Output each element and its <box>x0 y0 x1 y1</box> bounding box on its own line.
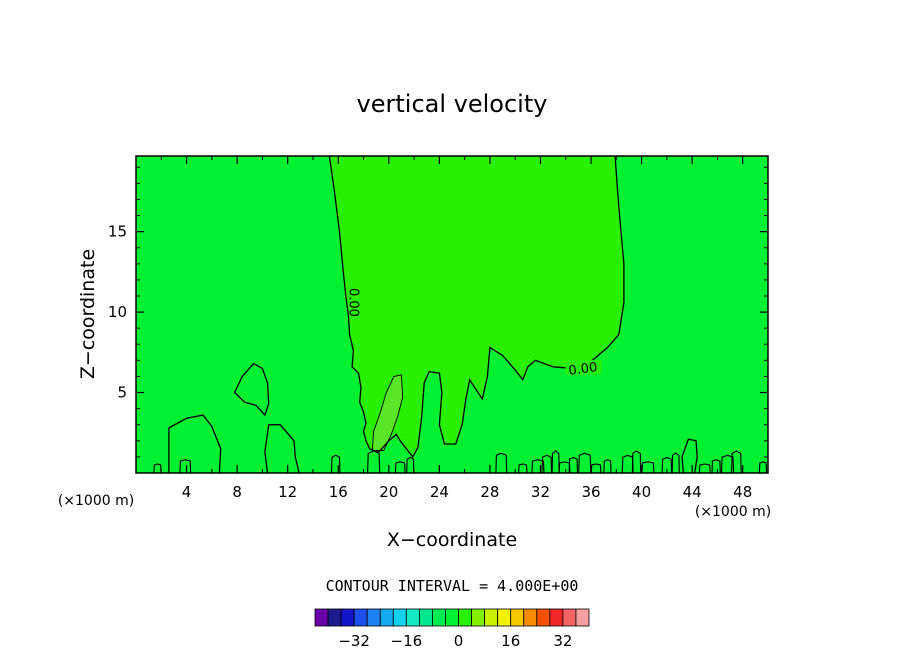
contour-line-0 <box>328 155 625 459</box>
colorbar-swatch <box>353 608 368 627</box>
surface-contour-loop <box>495 452 508 474</box>
x-tick-label: 40 <box>632 483 651 501</box>
surface-contour-loop <box>731 450 742 474</box>
surface-contour-loop <box>153 463 162 474</box>
updraft-core-fill <box>372 374 403 451</box>
surface-contour-loop <box>551 450 560 474</box>
x-tick-label: 20 <box>379 483 398 501</box>
x-tick-label: 44 <box>683 483 702 501</box>
surface-contour-loop <box>367 450 381 474</box>
colorbar-tick-label: −32 <box>338 632 370 650</box>
positive-region-fill <box>329 156 624 457</box>
x-axis-label: X−coordinate <box>387 529 517 551</box>
contour-label-backdrop <box>565 360 602 375</box>
colorbar-swatch <box>379 608 394 627</box>
contour-label: 0.00 <box>345 288 360 317</box>
surface-contour-loop <box>330 454 341 474</box>
surface-contour-loop <box>541 454 553 474</box>
colorbar-swatch <box>314 608 329 627</box>
colorbar-swatch <box>327 608 342 627</box>
colorbar-swatch <box>458 608 472 627</box>
contour-label: 0.00 <box>568 360 599 379</box>
colorbar-swatch <box>445 608 459 627</box>
colorbar-tick-label: −16 <box>391 632 423 650</box>
colorbar-swatch <box>497 608 512 627</box>
surface-contour-loop <box>720 454 735 474</box>
y-tick-label: 15 <box>108 223 127 241</box>
chart-title: vertical velocity <box>357 90 548 118</box>
colorbar <box>314 608 590 627</box>
colorbar-swatch <box>471 608 486 627</box>
contour-line-4 <box>264 424 300 474</box>
colorbar-swatch <box>549 608 564 627</box>
colorbar-swatch <box>562 608 577 627</box>
colorbar-tick-label: 16 <box>501 632 520 650</box>
surface-contour-loop <box>641 461 655 474</box>
colorbar-swatch <box>405 608 420 627</box>
x-tick-label: 16 <box>329 483 348 501</box>
surface-contour-loop <box>406 456 415 474</box>
surface-contour-loop <box>671 452 680 474</box>
contour-line-1 <box>371 374 404 451</box>
x-tick-label: 28 <box>480 483 499 501</box>
surface-contour-loop <box>518 463 528 474</box>
plot-frame <box>135 155 769 474</box>
contour-line-5 <box>681 438 698 474</box>
y-tick-label: 10 <box>108 303 127 321</box>
surface-contour-loop <box>179 459 192 474</box>
x-tick-label: 4 <box>182 483 192 501</box>
colorbar-swatch <box>392 608 407 627</box>
x-unit-label-right: (×1000 m) <box>695 504 771 520</box>
colorbar-swatch <box>536 608 551 627</box>
x-tick-label: 8 <box>232 483 242 501</box>
surface-contour-loop <box>394 461 406 474</box>
surface-contour-loop <box>578 452 592 474</box>
x-tick-label: 24 <box>430 483 449 501</box>
x-unit-label-left: (×1000 m) <box>58 493 134 509</box>
colorbar-swatch <box>575 608 590 627</box>
surface-contour-loop <box>758 461 768 474</box>
y-tick-label: 5 <box>117 384 127 402</box>
surface-contour-loop <box>661 456 673 474</box>
colorbar-swatch <box>432 608 446 627</box>
contour-line-2 <box>233 362 270 417</box>
x-tick-label: 36 <box>581 483 600 501</box>
surface-contour-loop <box>568 456 579 474</box>
plot-area: 0.00 0.00 <box>135 155 769 474</box>
colorbar-tick-label: 32 <box>553 632 572 650</box>
colorbar-swatch <box>510 608 525 627</box>
surface-contour-loop <box>531 459 545 474</box>
colorbar-swatch <box>523 608 538 627</box>
surface-contour-loop <box>698 463 711 474</box>
colorbar-swatch <box>340 608 355 627</box>
surface-contour-loop <box>603 459 612 474</box>
colorbar-swatch <box>366 608 381 627</box>
x-tick-label: 12 <box>278 483 297 501</box>
x-tick-label: 32 <box>531 483 550 501</box>
colorbar-swatch <box>484 608 499 627</box>
colorbar-tick-label: 0 <box>454 632 464 650</box>
colorbar-swatch <box>418 608 433 627</box>
contour-interval-text: CONTOUR INTERVAL = 4.000E+00 <box>326 577 579 595</box>
contour-line-3 <box>168 414 222 474</box>
surface-contour-loop <box>631 450 642 474</box>
surface-contour-loop <box>711 459 721 474</box>
x-tick-label: 48 <box>733 483 752 501</box>
y-axis-label: Z−coordinate <box>77 249 99 379</box>
